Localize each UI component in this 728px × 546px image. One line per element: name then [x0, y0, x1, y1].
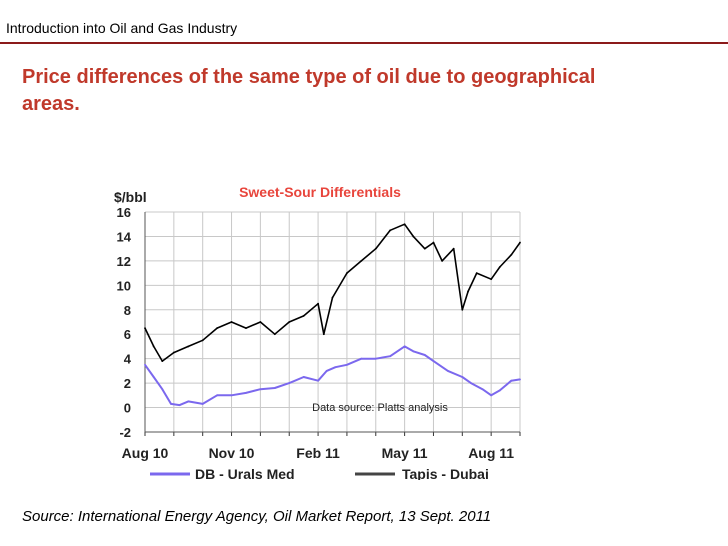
header-title: Introduction into Oil and Gas Industry [6, 20, 238, 36]
y-tick-label: 0 [124, 401, 131, 416]
data-point [170, 402, 172, 405]
data-point [216, 327, 219, 330]
chart-labels: 16 14 12 10 8 6 4 2 0 -2 Aug 10 Nov 10 Feb 11 May 11 A… [114, 184, 514, 482]
data-source-annotation: Data source: Platts analysis [312, 402, 448, 414]
chart-grid [144, 211, 521, 433]
data-point [346, 363, 348, 366]
data-point [273, 333, 276, 336]
data-point [288, 382, 291, 385]
data-point [302, 376, 305, 378]
data-point [245, 327, 247, 330]
slide-title: Price differences of the same type of oi… [22, 66, 596, 115]
data-point [412, 350, 415, 353]
data-point [432, 241, 435, 244]
data-point [475, 272, 478, 275]
data-point [452, 247, 455, 250]
x-tick-label: May 11 [382, 445, 428, 461]
y-tick-label: 2 [124, 376, 131, 391]
data-point [467, 290, 469, 293]
x-tick-label: Feb 11 [296, 445, 340, 461]
data-point [498, 389, 501, 392]
source-note: Source: International Energy Agency, Oil… [22, 508, 492, 525]
y-tick-label: 8 [124, 303, 131, 318]
data-point [216, 394, 219, 397]
data-point [403, 345, 406, 348]
data-point [441, 259, 444, 262]
data-point [144, 363, 146, 366]
data-point [302, 314, 305, 317]
data-point [412, 235, 415, 238]
data-point [245, 391, 247, 394]
y-tick-label: 14 [117, 229, 132, 244]
y-tick-label: 12 [117, 254, 131, 269]
data-point [187, 345, 190, 348]
data-point [461, 308, 464, 311]
data-point [519, 241, 521, 244]
series-urals-line [144, 345, 521, 407]
data-point [360, 259, 363, 262]
x-tick-label: Nov 10 [209, 445, 255, 461]
data-point [403, 223, 406, 226]
header-rule [0, 42, 728, 44]
data-point [360, 357, 363, 360]
y-tick-label: 10 [117, 278, 131, 293]
y-axis-label: $/bbl [114, 189, 147, 205]
data-point [446, 369, 449, 372]
data-point [259, 388, 262, 391]
data-point [152, 345, 155, 348]
y-tick-label: 4 [124, 352, 132, 367]
data-point [331, 296, 334, 299]
data-point [201, 339, 204, 342]
data-point [273, 387, 276, 389]
data-point [346, 272, 348, 275]
data-point [288, 321, 291, 323]
data-point [374, 357, 377, 360]
data-point [432, 360, 435, 363]
data-point [481, 388, 484, 391]
data-point [510, 379, 513, 382]
x-tick-label: Aug 10 [122, 445, 169, 461]
data-point [172, 351, 175, 354]
data-point [317, 302, 319, 305]
data-point [152, 376, 155, 378]
data-point [470, 382, 472, 385]
data-point [374, 247, 377, 250]
legend-label: Tapis - Dubai [402, 466, 489, 480]
data-point [187, 400, 190, 403]
data-point [510, 253, 513, 256]
chart: 16 14 12 10 8 6 4 2 0 -2 Aug 10 Nov 10 Feb 11 May 11 A… [100, 170, 540, 482]
legend-label: DB - Urals Med [195, 466, 295, 480]
data-point [334, 366, 337, 369]
data-point [178, 404, 181, 407]
data-point [230, 394, 233, 397]
data-point [389, 229, 392, 232]
x-tick-label: Aug 11 [468, 445, 514, 461]
data-point [490, 278, 493, 281]
chart-title: Sweet-Sour Differentials [239, 184, 401, 200]
data-point [322, 333, 325, 336]
data-point [259, 321, 262, 323]
data-point [519, 378, 521, 381]
y-tick-label: -2 [119, 425, 131, 440]
chart-axes [144, 212, 521, 436]
data-point [423, 354, 426, 356]
data-point [230, 321, 233, 323]
data-point [423, 247, 426, 250]
y-tick-label: 6 [124, 327, 131, 342]
data-point [461, 376, 464, 378]
data-point [389, 355, 392, 358]
data-point [317, 379, 319, 382]
data-point [325, 369, 328, 372]
y-tick-label: 16 [117, 205, 131, 220]
series-tapis-line [144, 223, 521, 362]
data-point [498, 266, 501, 268]
chart-svg: 16 14 12 10 8 6 4 2 0 -2 Aug 10 Nov 10 Feb 11 May 11 A… [114, 184, 521, 482]
data-point [490, 394, 493, 397]
data-point [144, 327, 146, 330]
data-point [161, 360, 164, 363]
header-bar: Introduction into Oil and Gas Industry [0, 0, 728, 42]
data-point [161, 388, 164, 391]
chart-series [144, 223, 521, 407]
data-point [201, 402, 204, 405]
